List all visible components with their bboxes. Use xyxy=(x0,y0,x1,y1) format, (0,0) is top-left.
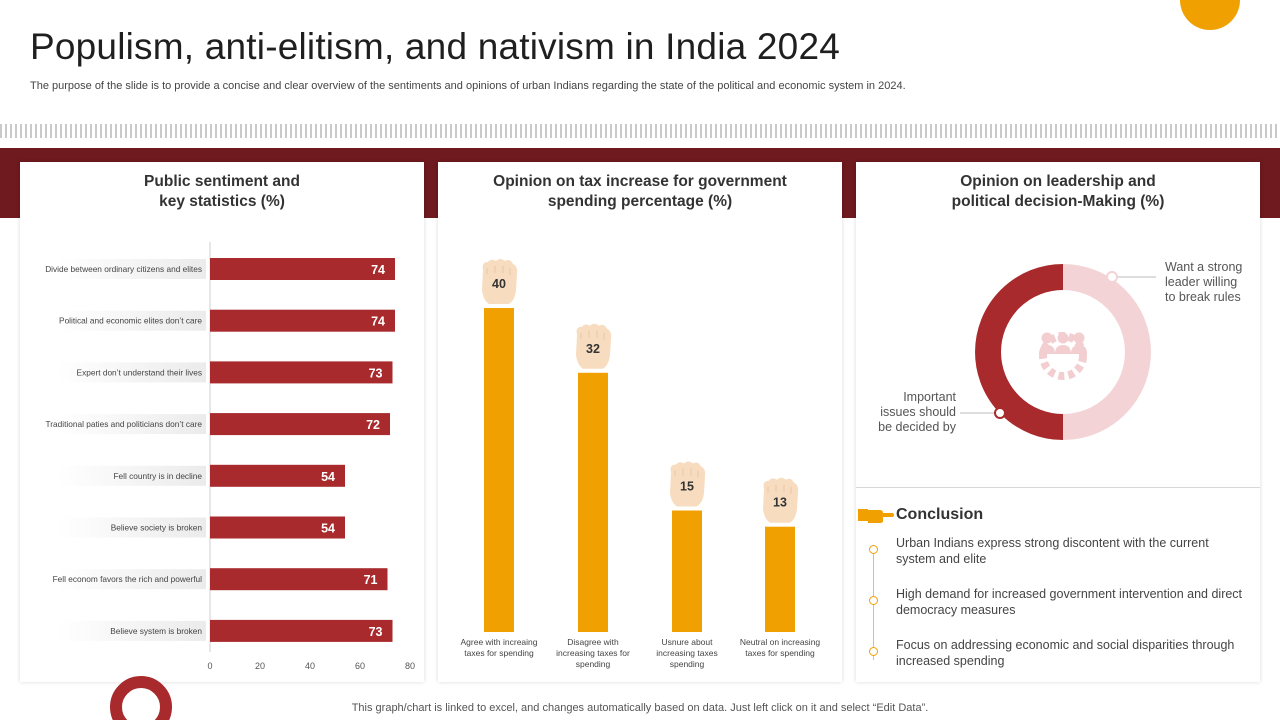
x-tick-label: 60 xyxy=(355,661,365,671)
donut-label: to break rules xyxy=(1165,290,1241,304)
raised-fist-icon xyxy=(576,323,612,369)
category-label-bg xyxy=(58,414,206,435)
category-label: Usnure about xyxy=(661,637,713,647)
category-label: Believe society is broken xyxy=(111,523,203,533)
category-label: Traditional paties and politicians don’t… xyxy=(45,419,202,429)
bar-value-label: 72 xyxy=(366,418,380,432)
conclusion-bullet-2 xyxy=(869,596,878,605)
bar-value-label: 73 xyxy=(369,366,383,380)
tax-opinion-panel-title: Opinion on tax increase for government s… xyxy=(493,173,787,210)
conclusion-item-1: Urban Indians express strong discontent … xyxy=(896,536,1209,566)
conclusion-header: Conclusion xyxy=(856,504,1260,534)
tax-opinion-panel: Opinion on tax increase for government s… xyxy=(438,162,842,682)
bar-value-label: 71 xyxy=(364,573,378,587)
bar-value-label: 73 xyxy=(369,625,383,639)
sentiment-bar xyxy=(210,516,345,539)
tax-opinion-bar xyxy=(578,372,608,632)
conclusion-title: Conclusion xyxy=(896,506,984,523)
sentiment-bar xyxy=(210,413,390,436)
bar-value-label: 54 xyxy=(321,470,335,484)
category-label: increasing taxes for xyxy=(556,648,630,658)
tax-opinion-bar xyxy=(765,526,795,632)
tax-opinion-bar xyxy=(672,510,702,632)
callout-dot xyxy=(1106,271,1118,283)
category-label: Expert don’t understand their lives xyxy=(77,367,202,377)
donut-segment xyxy=(975,264,1064,440)
donut-label: Important xyxy=(903,390,956,404)
category-label: spending xyxy=(576,659,611,669)
conclusion-item-2: High demand for increased government int… xyxy=(896,587,1243,617)
conclusion-bullet-1 xyxy=(869,545,878,554)
sentiment-bar xyxy=(210,568,388,591)
donut-label: Want a strong xyxy=(1165,260,1242,274)
conclusion-item-3: Focus on addressing economic and social … xyxy=(896,638,1235,668)
category-label: Neutral on increasing xyxy=(740,637,821,647)
category-label: Political and economic elites don’t care xyxy=(59,316,202,326)
raised-fist-icon xyxy=(763,477,799,523)
sentiment-bar xyxy=(210,258,395,280)
category-label-bg xyxy=(58,620,206,641)
sentiment-bar xyxy=(210,361,393,384)
donut-label: leader willing xyxy=(1165,275,1237,289)
category-label-bg xyxy=(58,362,206,383)
decorative-circle-top xyxy=(1180,0,1240,30)
category-label-bg xyxy=(58,310,206,331)
bar-value-label: 15 xyxy=(680,480,694,494)
bar-value-label: 54 xyxy=(321,522,335,536)
category-label: Fell econom favors the rich and powerful xyxy=(53,574,203,584)
x-tick-label: 0 xyxy=(207,661,212,671)
bar-value-label: 40 xyxy=(492,277,506,291)
category-label-bg xyxy=(58,465,206,486)
raised-fist-icon xyxy=(670,461,706,507)
team-gear-icon xyxy=(1039,332,1087,380)
x-tick-label: 80 xyxy=(405,661,415,671)
category-label: spending xyxy=(670,659,705,669)
category-label: Believe system is broken xyxy=(110,626,202,636)
pointing-hand-icon xyxy=(858,509,894,523)
category-label: Divide between ordinary citizens and eli… xyxy=(45,264,202,274)
leadership-panel-title: Opinion on leadership and political deci… xyxy=(951,173,1165,210)
category-label-bg xyxy=(58,517,206,538)
bar-value-label: 74 xyxy=(371,263,385,277)
donut-label: issues should xyxy=(880,405,956,419)
category-label-bg xyxy=(58,569,206,590)
donut-label: be decided by xyxy=(878,420,957,434)
page-title: Populism, anti-elitism, and nativism in … xyxy=(30,26,840,67)
bar-value-label: 13 xyxy=(773,496,787,510)
panel-divider xyxy=(856,487,1260,488)
sentiment-panel: Public sentiment and key statistics (%) … xyxy=(20,162,424,682)
category-label: Fell country is in decline xyxy=(113,471,202,481)
bar-value-label: 74 xyxy=(371,315,385,329)
category-label: Disagree with xyxy=(567,637,619,647)
page-subtitle: The purpose of the slide is to provide a… xyxy=(30,80,906,92)
conclusion-bullet-3 xyxy=(869,647,878,656)
category-label: increasing taxes xyxy=(656,648,717,658)
sentiment-bar-chart[interactable]: Divide between ordinary citizens and eli… xyxy=(20,162,424,682)
category-label: Agree with increaing xyxy=(460,637,537,647)
category-label: taxes for spending xyxy=(464,648,534,658)
footer-note: This graph/chart is linked to excel, and… xyxy=(351,702,929,714)
leadership-panel: Opinion on leadership and political deci… xyxy=(856,162,1260,682)
sentiment-bar xyxy=(210,619,393,642)
category-label-bg xyxy=(58,259,206,279)
bar-value-label: 32 xyxy=(586,342,600,356)
sentiment-bar xyxy=(210,464,345,487)
category-label: taxes for spending xyxy=(745,648,815,658)
sentiment-panel-title: Public sentiment and key statistics (%) xyxy=(144,173,300,210)
sentiment-bar xyxy=(210,309,395,332)
x-tick-label: 20 xyxy=(255,661,265,671)
decorative-stripes xyxy=(0,124,1280,138)
tax-opinion-bar xyxy=(484,308,514,632)
callout-dot xyxy=(994,407,1006,419)
x-tick-label: 40 xyxy=(305,661,315,671)
donut-segment xyxy=(1062,264,1151,440)
raised-fist-icon xyxy=(482,259,518,304)
